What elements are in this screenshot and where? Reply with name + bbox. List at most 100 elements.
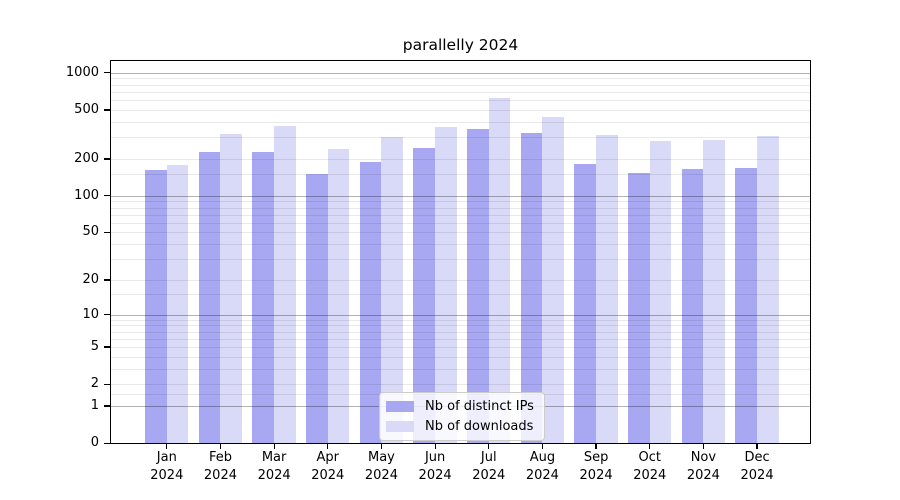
minor-gridline <box>110 319 811 321</box>
x-tick-label-aug: Aug 2024 <box>512 449 572 484</box>
year-text: 2024 <box>740 467 774 483</box>
legend-swatch-downloads <box>386 421 414 432</box>
month-text: Sep <box>583 450 609 465</box>
chart-title: parallelly 2024 <box>402 36 519 54</box>
bar-distinct-ips-sep <box>574 164 597 443</box>
x-tick-mark <box>488 444 490 449</box>
x-tick-mark <box>702 444 704 449</box>
x-tick-mark <box>756 444 758 449</box>
bar-downloads-aug <box>542 117 565 443</box>
bar-downloads-jan <box>166 165 189 443</box>
month-text: May <box>367 450 395 465</box>
legend-label: Nb of distinct IPs <box>425 399 534 414</box>
x-tick-label-apr: Apr 2024 <box>298 449 358 484</box>
x-tick-label-jul: Jul 2024 <box>459 449 519 484</box>
y-tick-mark <box>104 158 110 160</box>
x-tick-mark <box>541 444 543 449</box>
y-tick-label: 200 <box>74 150 99 166</box>
x-tick-label-sep: Sep 2024 <box>566 449 626 484</box>
month-text: Apr <box>316 450 340 465</box>
x-tick-mark <box>595 444 597 449</box>
y-tick-mark <box>104 109 110 111</box>
x-tick-label-may: May 2024 <box>351 449 411 484</box>
minor-gridline <box>110 137 811 139</box>
x-tick-label-nov: Nov 2024 <box>673 449 733 484</box>
major-gridline <box>110 195 811 197</box>
y-tick-label: 1 <box>90 397 99 413</box>
bar-distinct-ips-mar <box>252 152 275 443</box>
y-tick-mark <box>104 346 110 348</box>
month-text: Dec <box>744 450 770 465</box>
y-tick-label: 10 <box>82 306 99 322</box>
year-text: 2024 <box>633 467 667 483</box>
plot-area <box>110 60 811 444</box>
minor-gridline <box>110 222 811 224</box>
bar-distinct-ips-aug <box>520 133 543 443</box>
x-tick-label-dec: Dec 2024 <box>727 449 787 484</box>
y-tick-label: 20 <box>82 271 99 287</box>
x-tick-label-jun: Jun 2024 <box>405 449 465 484</box>
year-text: 2024 <box>686 467 720 483</box>
x-tick-label-feb: Feb 2024 <box>190 449 250 484</box>
minor-gridline <box>110 384 811 386</box>
minor-gridline <box>110 346 811 348</box>
bar-distinct-ips-jun <box>413 148 436 443</box>
y-tick-mark <box>104 405 110 407</box>
year-text: 2024 <box>311 467 345 483</box>
legend-item-distinct-ips: Nb of distinct IPs <box>386 399 534 414</box>
x-tick-mark <box>327 444 329 449</box>
month-text: Nov <box>690 450 717 465</box>
bar-downloads-jun <box>435 127 457 443</box>
y-tick-label: 1000 <box>65 64 99 80</box>
year-text: 2024 <box>525 467 559 483</box>
bar-distinct-ips-dec <box>735 168 758 443</box>
minor-gridline <box>110 294 811 296</box>
month-text: Jan <box>156 450 177 465</box>
bar-distinct-ips-may <box>359 162 382 443</box>
bar-downloads-may <box>381 137 404 443</box>
year-text: 2024 <box>364 467 398 483</box>
y-tick-mark <box>104 442 110 444</box>
minor-gridline <box>110 232 811 234</box>
minor-gridline <box>110 158 811 160</box>
x-tick-mark <box>273 444 275 449</box>
bar-distinct-ips-nov <box>681 169 704 443</box>
bar-downloads-jul <box>488 98 511 443</box>
minor-gridline <box>110 356 811 358</box>
x-tick-mark <box>434 444 436 449</box>
bar-distinct-ips-jan <box>145 170 167 443</box>
month-text: Mar <box>261 450 287 465</box>
y-tick-label: 5 <box>90 338 99 354</box>
minor-gridline <box>110 214 811 216</box>
bar-downloads-apr <box>327 149 350 443</box>
bar-downloads-oct <box>649 141 672 443</box>
minor-gridline <box>110 338 811 340</box>
bar-distinct-ips-jul <box>467 128 489 443</box>
bar-downloads-nov <box>703 140 726 443</box>
minor-gridline <box>110 279 811 281</box>
month-text: Jun <box>424 450 446 465</box>
legend: Nb of distinct IPs Nb of downloads <box>379 392 545 441</box>
x-tick-mark <box>219 444 222 449</box>
y-tick-mark <box>104 314 110 316</box>
bar-distinct-ips-oct <box>628 173 650 443</box>
bar-distinct-ips-apr <box>306 174 328 443</box>
month-text: Feb <box>208 450 232 465</box>
x-tick-mark <box>166 444 168 449</box>
minor-gridline <box>110 258 811 260</box>
minor-gridline <box>110 91 811 93</box>
x-tick-label-oct: Oct 2024 <box>620 449 680 484</box>
month-text: Oct <box>638 450 661 465</box>
minor-gridline <box>110 368 811 370</box>
bar-downloads-sep <box>596 135 618 443</box>
y-tick-mark <box>104 195 110 197</box>
year-text: 2024 <box>150 467 184 483</box>
major-gridline <box>110 72 811 74</box>
bar-downloads-dec <box>757 135 779 443</box>
x-tick-mark <box>380 444 383 449</box>
year-text: 2024 <box>257 467 291 483</box>
x-tick-label-jan: Jan 2024 <box>137 449 197 484</box>
bar-downloads-feb <box>220 134 243 443</box>
y-tick-label: 50 <box>82 224 99 240</box>
